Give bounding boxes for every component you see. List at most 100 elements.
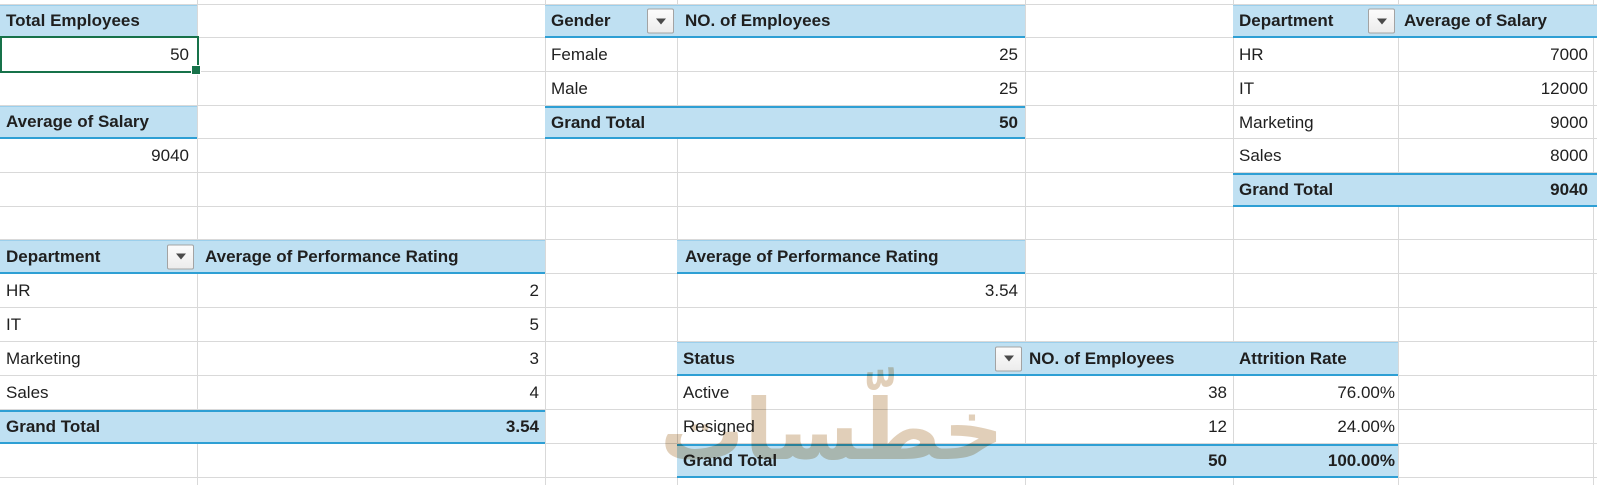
filter-dropdown-button[interactable]	[647, 8, 674, 34]
attrition-column-header[interactable]: Attrition Rate	[1239, 348, 1347, 368]
gender-header-label: Gender	[551, 11, 611, 30]
table-row: Male 25	[545, 72, 1025, 106]
table-row: Marketing 3	[0, 342, 545, 376]
performance-column-header[interactable]: Average of Performance Rating	[205, 246, 459, 266]
table-row: IT 5	[0, 308, 545, 342]
row-label-cell[interactable]: Marketing	[1239, 112, 1314, 132]
row-value-cell[interactable]: 3	[529, 349, 539, 368]
table-header-row: Status NO. of Employees Attrition Rate	[677, 342, 1398, 376]
employees-column-header[interactable]: NO. of Employees	[1029, 348, 1175, 368]
table-row: Active 38 76.00%	[677, 376, 1398, 410]
table-row: Sales 4	[0, 376, 545, 410]
grand-total-row: Grand Total 3.54	[0, 410, 545, 444]
row-label-cell[interactable]: Sales	[6, 383, 49, 402]
row-label-cell[interactable]: Resigned	[683, 417, 755, 436]
table-header-row: Department Average of Salary	[1233, 5, 1597, 38]
filter-dropdown-button[interactable]	[995, 346, 1022, 371]
table-header-row: Gender NO. of Employees	[545, 5, 1025, 38]
row-label-cell[interactable]: Active	[683, 383, 730, 402]
table-header-row: Department Average of Performance Rating	[0, 240, 545, 274]
row-value-cell[interactable]: 8000	[1550, 146, 1588, 165]
gridline	[0, 105, 1597, 106]
grand-total-label-cell[interactable]: Grand Total	[6, 417, 101, 436]
selected-cell-outline[interactable]	[0, 36, 201, 75]
gridline	[545, 0, 546, 485]
row-value-cell[interactable]: 12000	[1540, 79, 1588, 98]
cell-average-performance-value[interactable]: 3.54	[984, 281, 1018, 300]
gridline	[0, 206, 1597, 207]
grand-total-rate-cell[interactable]: 100.00%	[1327, 451, 1395, 470]
gridline	[0, 239, 1597, 240]
status-column-header[interactable]: Status	[677, 343, 1025, 374]
table-row: IT 12000	[1233, 72, 1597, 106]
cell-average-performance-header[interactable]: Average of Performance Rating	[677, 240, 1025, 274]
chevron-down-icon	[175, 253, 186, 260]
row-label-cell[interactable]: IT	[1239, 79, 1255, 98]
row-label-cell[interactable]: HR	[6, 281, 31, 300]
table-row: HR 7000	[1233, 38, 1597, 72]
cell-total-employees-header[interactable]: Total Employees	[0, 5, 197, 38]
gridline	[0, 341, 1597, 342]
row-value-cell[interactable]: 2	[529, 281, 539, 300]
department-column-header[interactable]: Department	[1233, 6, 1398, 36]
row-value-cell[interactable]: 4	[529, 383, 539, 402]
row-value-cell[interactable]: 9000	[1550, 112, 1588, 132]
row-label-cell[interactable]: HR	[1239, 45, 1264, 64]
row-label-cell[interactable]: Female	[551, 45, 608, 64]
salary-column-header[interactable]: Average of Salary	[1404, 11, 1547, 30]
row-value-cell[interactable]: 5	[529, 315, 539, 334]
row-value-cell[interactable]: 25	[999, 45, 1018, 64]
gridline	[0, 172, 1597, 173]
table-row: HR 2	[0, 274, 545, 308]
row-label-cell[interactable]: IT	[6, 315, 22, 334]
cell-total-employees-value[interactable]: 50	[170, 45, 189, 64]
department-column-header[interactable]: Department	[0, 241, 197, 272]
row-label-cell[interactable]: Marketing	[6, 349, 81, 368]
row-rate-cell[interactable]: 76.00%	[1337, 383, 1395, 402]
row-rate-cell[interactable]: 24.00%	[1337, 417, 1395, 436]
status-pivot-table: Status NO. of Employees Attrition Rate A…	[677, 342, 1398, 478]
gridline	[1398, 0, 1399, 485]
grand-total-row: Grand Total 9040	[1233, 173, 1597, 207]
table-row: Resigned 12 24.00%	[677, 410, 1398, 444]
grand-total-label-cell[interactable]: Grand Total	[551, 112, 646, 132]
grand-total-value-cell[interactable]: 50	[999, 112, 1018, 132]
gridline	[1593, 0, 1594, 485]
department-header-label: Department	[1239, 11, 1334, 30]
filter-dropdown-button[interactable]	[1368, 8, 1395, 34]
chevron-down-icon	[655, 18, 666, 24]
department-header-label: Department	[6, 246, 101, 266]
chevron-down-icon	[1376, 18, 1387, 24]
grand-total-value-cell[interactable]: 50	[1208, 451, 1227, 470]
employees-column-header[interactable]: NO. of Employees	[685, 11, 831, 30]
row-value-cell[interactable]: 25	[999, 79, 1018, 98]
grand-total-label-cell[interactable]: Grand Total	[683, 451, 778, 470]
grand-total-label-cell[interactable]: Grand Total	[1239, 180, 1334, 199]
gridline	[0, 443, 1597, 444]
department-salary-pivot-table: Department Average of Salary HR 7000 IT …	[1233, 5, 1597, 207]
gender-pivot-table: Gender NO. of Employees Female 25 Male 2…	[545, 5, 1025, 139]
gridline	[0, 4, 1597, 5]
gridline	[1025, 0, 1026, 485]
status-header-label: Status	[683, 348, 735, 368]
filter-dropdown-button[interactable]	[167, 244, 194, 269]
gridline	[0, 409, 1597, 410]
row-value-cell[interactable]: 12	[1208, 417, 1227, 436]
row-label-cell[interactable]: Male	[551, 79, 588, 98]
row-label-cell[interactable]: Sales	[1239, 146, 1282, 165]
gender-column-header[interactable]: Gender	[545, 6, 677, 36]
cell-average-salary-value[interactable]: 9040	[151, 146, 189, 165]
grand-total-row: Grand Total 50	[545, 106, 1025, 139]
row-value-cell[interactable]: 38	[1208, 383, 1227, 402]
grand-total-value-cell[interactable]: 3.54	[505, 417, 539, 436]
department-performance-pivot-table: Department Average of Performance Rating…	[0, 240, 545, 444]
grand-total-value-cell[interactable]: 9040	[1550, 180, 1588, 199]
table-row: Sales 8000	[1233, 139, 1597, 173]
row-value-cell[interactable]: 7000	[1550, 45, 1588, 64]
table-row: Marketing 9000	[1233, 106, 1597, 139]
table-row: Female 25	[545, 38, 1025, 72]
selection-fill-handle[interactable]	[191, 65, 201, 75]
chevron-down-icon	[1003, 355, 1014, 362]
cell-average-salary-header[interactable]: Average of Salary	[0, 106, 197, 139]
